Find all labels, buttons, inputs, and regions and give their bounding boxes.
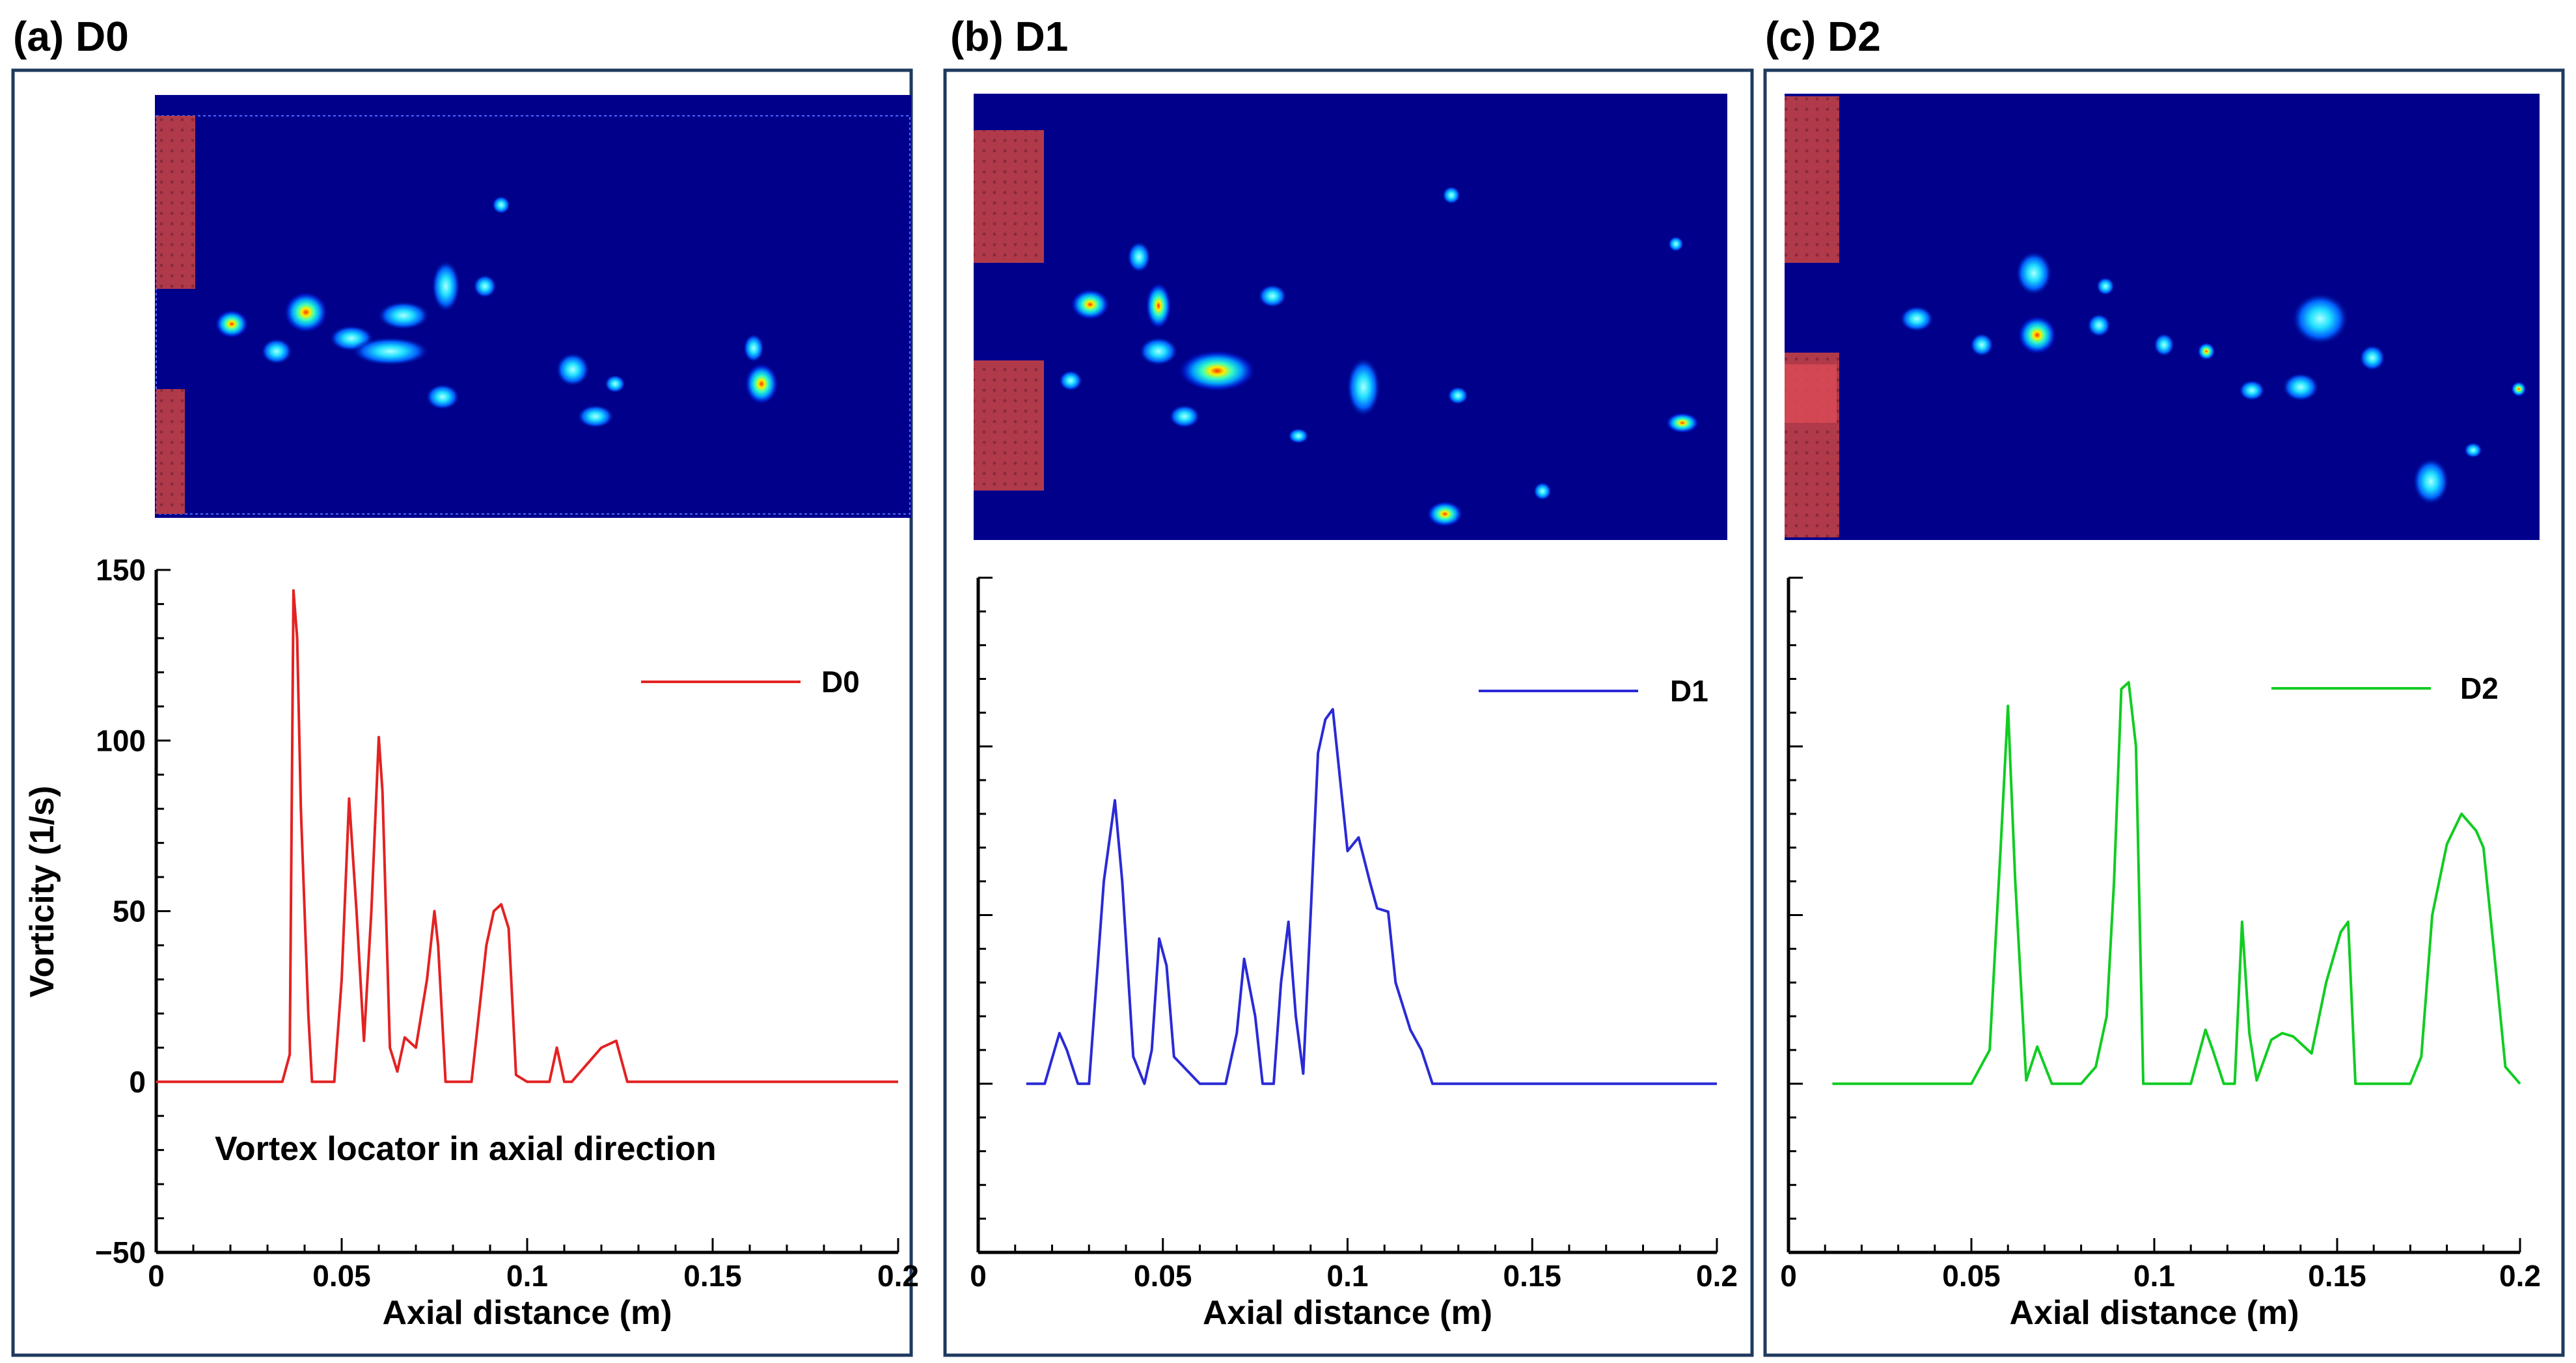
chart-b: 0 0.05 0.1 0.15 0.2 Axial distance (m) D1 xyxy=(970,576,1738,1332)
heatmap-a-wall-bottom xyxy=(156,389,185,514)
x-axis-label: Axial distance (m) xyxy=(1203,1294,1492,1332)
y-tick-label: 0 xyxy=(129,1065,146,1099)
y-tick-label: 150 xyxy=(96,553,146,587)
heatmap-a-wall-top xyxy=(156,116,195,289)
heatmap-a-field xyxy=(155,95,911,518)
legend-label-D2: D2 xyxy=(2460,671,2499,705)
x-axis-label: Axial distance (m) xyxy=(382,1294,672,1332)
panel-a-label: (a) D0 xyxy=(13,13,129,60)
series-line-D0 xyxy=(156,589,898,1083)
heatmap-c xyxy=(1785,94,2540,540)
x-tick-label: 0.05 xyxy=(1942,1259,2001,1293)
heatmap-b-wall-top xyxy=(974,130,1044,263)
heatmap-b xyxy=(974,94,1727,540)
x-tick-label: 0.2 xyxy=(2499,1259,2541,1293)
x-tick-label: 0.15 xyxy=(683,1259,742,1293)
x-tick-label: 0.15 xyxy=(1503,1259,1561,1293)
x-tick-label: 0 xyxy=(1780,1259,1797,1293)
y-tick-label: −50 xyxy=(95,1235,146,1269)
x-axis-label: Axial distance (m) xyxy=(2009,1294,2299,1332)
chart-c: 0 0.05 0.1 0.15 0.2 Axial distance (m) D2 xyxy=(1780,576,2541,1332)
x-tick-label: 0.15 xyxy=(2308,1259,2366,1293)
heatmap-c-wall-top xyxy=(1785,96,1839,263)
x-tick-label: 0.1 xyxy=(2133,1259,2175,1293)
x-tick-label: 0.05 xyxy=(1134,1259,1192,1293)
x-tick-label: 0.1 xyxy=(1327,1259,1369,1293)
annotation-text: Vortex locator in axial direction xyxy=(215,1130,717,1168)
y-tick-label: 100 xyxy=(96,723,146,757)
panel-b: (b) D1 xyxy=(943,13,1754,1357)
heatmap-a xyxy=(155,95,911,518)
panel-c: (c) D2 xyxy=(1763,13,2565,1357)
legend-label-D1: D1 xyxy=(1670,674,1708,708)
y-axis-label: Vorticity (1/s) xyxy=(23,786,61,998)
x-tick-label: 0.1 xyxy=(506,1259,548,1293)
heatmap-b-wall-bottom xyxy=(974,360,1044,491)
heatmap-b-blobs xyxy=(1059,186,1699,527)
heatmap-a-blobs xyxy=(215,196,778,428)
x-tick-label: 0.05 xyxy=(312,1259,371,1293)
panel-c-frame xyxy=(1763,68,2565,1357)
panel-a: (a) D0 xyxy=(11,13,913,1357)
panel-c-label: (c) D2 xyxy=(1765,13,1881,60)
legend-label-D0: D0 xyxy=(821,665,860,699)
series-line-D2 xyxy=(1832,681,2521,1085)
panel-b-label: (b) D1 xyxy=(950,13,1068,60)
series-line-D1 xyxy=(1026,708,1717,1085)
heatmap-a-border xyxy=(156,115,911,515)
heatmap-c-blobs xyxy=(1900,251,2527,505)
y-tick-label: 50 xyxy=(113,895,146,928)
x-tick-label: 0 xyxy=(148,1259,165,1293)
panel-b-frame xyxy=(943,68,1754,1357)
x-tick-label: 0.2 xyxy=(1696,1259,1738,1293)
panel-a-frame xyxy=(11,68,913,1357)
x-tick-label: 0 xyxy=(970,1259,987,1293)
x-tick-label: 0.2 xyxy=(877,1259,919,1293)
heatmap-c-wall-inlet xyxy=(1785,364,1837,423)
